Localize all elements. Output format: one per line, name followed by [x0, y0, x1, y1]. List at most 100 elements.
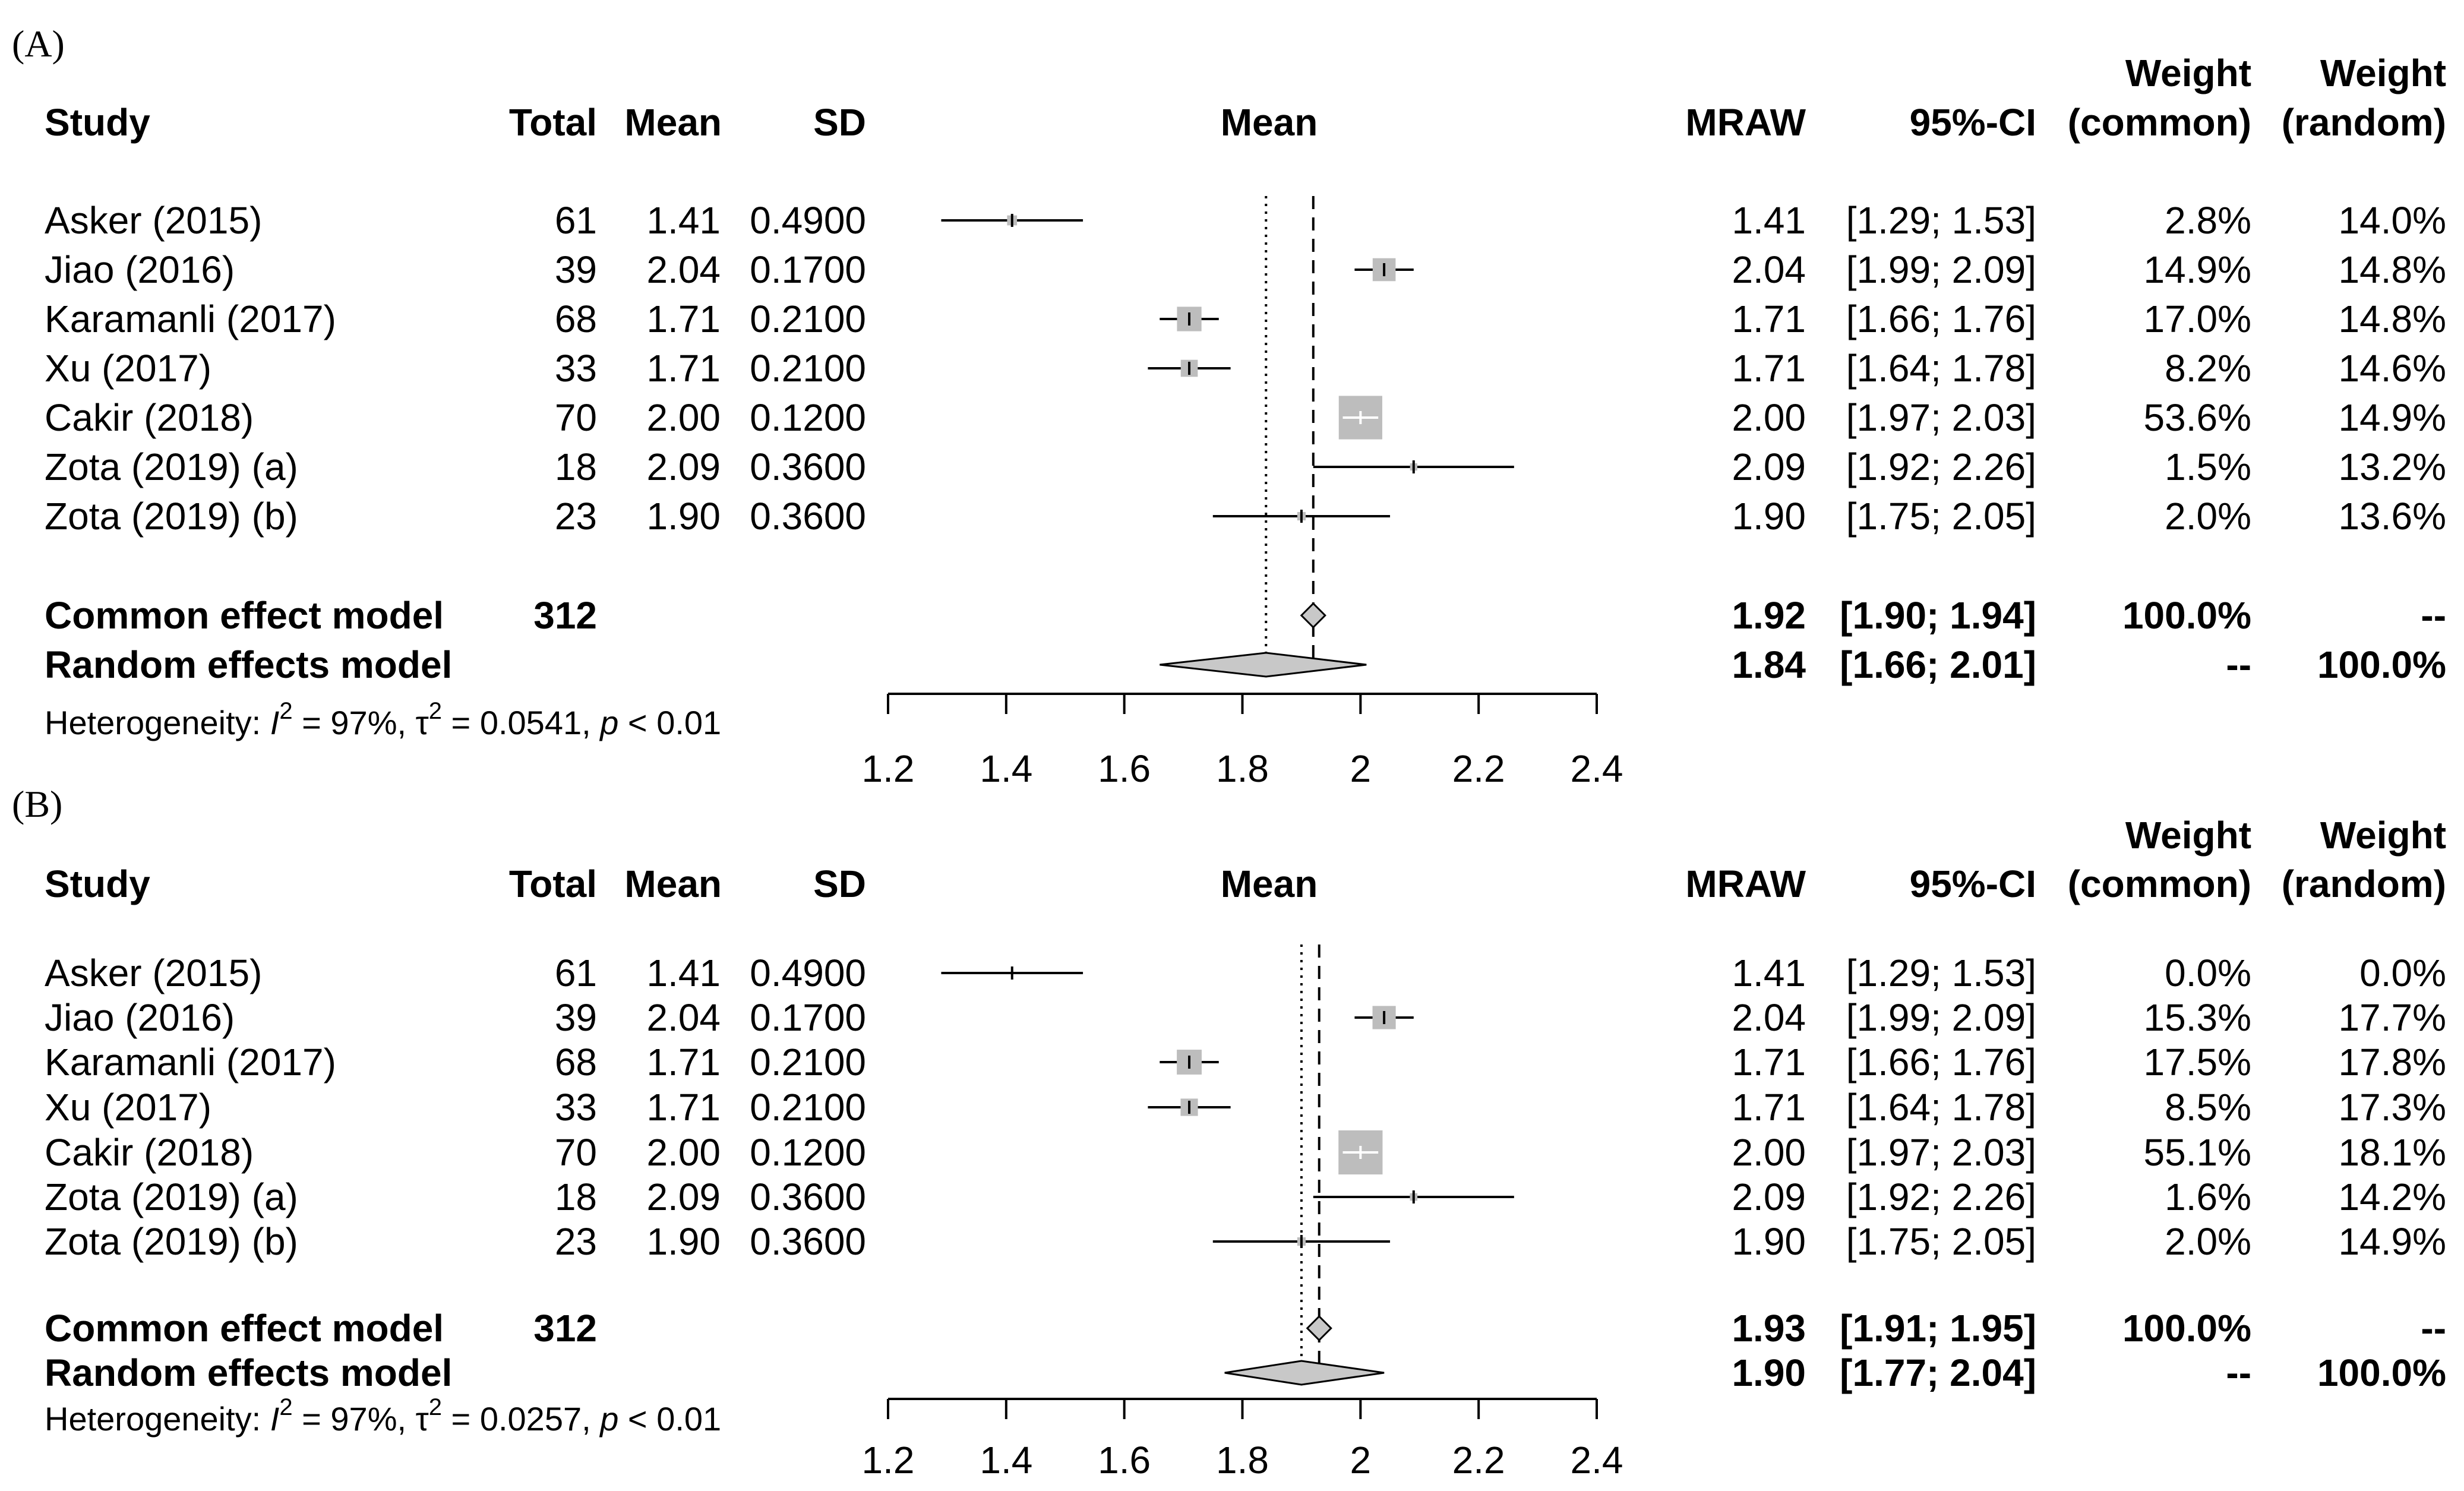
- header-mraw: MRAW: [1685, 863, 1806, 905]
- study-ci: [1.64; 1.78]: [1846, 347, 2036, 390]
- random-effects-weight-random: 100.0%: [2317, 1351, 2446, 1394]
- random-effects-weight-common: --: [2226, 1351, 2251, 1394]
- study-row: Jiao (2016) 39 2.04 0.1700 2.04 [1.99; 2.09] 1…: [45, 996, 2446, 1039]
- header-total: Total: [509, 101, 597, 144]
- study-name: Cakir (2018): [45, 1131, 254, 1174]
- heterogeneity-part: 2: [279, 1394, 292, 1420]
- header-ci: 95%-CI: [1910, 101, 2036, 144]
- study-weight-common: 0.0%: [2165, 952, 2251, 994]
- study-sd: 0.2100: [750, 347, 866, 390]
- study-sd: 0.1700: [750, 248, 866, 291]
- study-mean: 1.71: [646, 1041, 721, 1083]
- header-weight-common-sub: (common): [2068, 101, 2251, 144]
- study-total: 33: [555, 347, 597, 390]
- header-total: Total: [509, 863, 597, 905]
- header-weight-random: Weight: [2320, 814, 2446, 857]
- header-sd: SD: [813, 863, 866, 905]
- heterogeneity-part: = 97%,: [293, 1400, 416, 1438]
- study-weight-common: 15.3%: [2144, 996, 2251, 1039]
- study-weight-common: 17.0%: [2144, 298, 2251, 340]
- study-mraw: 2.00: [1732, 1131, 1806, 1174]
- study-sd: 0.4900: [750, 952, 866, 994]
- study-ci: [1.92; 2.26]: [1846, 1176, 2036, 1218]
- common-effect-row: Common effect model 312 1.93 [1.91; 1.95] 10…: [45, 1307, 2446, 1350]
- x-tick-label: 2.4: [1571, 747, 1623, 790]
- study-weight-random: 0.0%: [2359, 952, 2446, 994]
- x-axis: 1.2 1.4 1.6 1.8 2 2.2 2.4: [862, 1398, 1623, 1481]
- x-tick-label: 1.4: [980, 1439, 1032, 1481]
- study-weight-common: 8.2%: [2165, 347, 2251, 390]
- common-effect-weight-random: --: [2421, 1307, 2446, 1350]
- study-weight-random: 14.9%: [2339, 396, 2446, 439]
- x-tick-label: 1.6: [1098, 747, 1151, 790]
- study-sd: 0.2100: [750, 298, 866, 340]
- header-weight-common: Weight: [2125, 814, 2251, 857]
- study-weight-common: 2.8%: [2165, 199, 2251, 242]
- common-effect-row: Common effect model 312 1.92 [1.90; 1.94] 10…: [45, 594, 2446, 637]
- study-total: 18: [555, 1176, 597, 1218]
- study-row: Zota (2019) (b) 23 1.90 0.3600 1.90 [1.75; 2.…: [45, 1220, 2446, 1263]
- study-mean: 1.71: [646, 298, 721, 340]
- panel-label: (A): [12, 23, 65, 65]
- study-ci: [1.75; 2.05]: [1846, 495, 2036, 538]
- heterogeneity-text: Heterogeneity: I2 = 97%, τ2 = 0.0541, p …: [45, 698, 721, 741]
- study-weight-random: 17.3%: [2339, 1086, 2446, 1129]
- heterogeneity-part: 2: [429, 698, 442, 724]
- study-sd: 0.3600: [750, 1220, 866, 1263]
- study-row: Cakir (2018) 70 2.00 0.1200 2.00 [1.97; 2.03]…: [45, 1130, 2446, 1175]
- header-plot-mean: Mean: [1221, 101, 1318, 144]
- study-name: Zota (2019) (a): [45, 1176, 298, 1218]
- study-weight-common: 2.0%: [2165, 1220, 2251, 1263]
- header-weight-common-sub: (common): [2068, 863, 2251, 905]
- common-effect-weight-common: 100.0%: [2122, 1307, 2251, 1350]
- study-ci: [1.66; 1.76]: [1846, 1041, 2036, 1083]
- heterogeneity-part: 2: [429, 1394, 442, 1420]
- study-mean: 2.09: [646, 446, 721, 488]
- common-effect-ci: [1.91; 1.95]: [1840, 1307, 2036, 1350]
- header-ci: 95%-CI: [1910, 863, 2036, 905]
- heterogeneity-part: = 0.0257,: [442, 1400, 600, 1438]
- study-ci: [1.75; 2.05]: [1846, 1220, 2036, 1263]
- study-name: Xu (2017): [45, 1086, 211, 1129]
- common-effect-label: Common effect model: [45, 1307, 444, 1350]
- study-mraw: 1.71: [1732, 1086, 1806, 1129]
- common-effect-weight-common: 100.0%: [2122, 594, 2251, 637]
- study-total: 23: [555, 495, 597, 538]
- header-weight-common: Weight: [2125, 52, 2251, 94]
- random-effects-ci: [1.77; 2.04]: [1840, 1351, 2036, 1394]
- panel-label: (B): [12, 783, 62, 825]
- study-weight-random: 14.2%: [2339, 1176, 2446, 1218]
- x-tick-label: 1.2: [862, 1439, 915, 1481]
- heterogeneity-part: < 0.01: [618, 704, 721, 741]
- study-sd: 0.3600: [750, 495, 866, 538]
- random-effects-ci: [1.66; 2.01]: [1840, 643, 2036, 686]
- x-tick-label: 1.4: [980, 747, 1032, 790]
- study-ci: [1.66; 1.76]: [1846, 298, 2036, 340]
- study-weight-random: 14.0%: [2339, 199, 2446, 242]
- study-ci: [1.29; 1.53]: [1846, 952, 2036, 994]
- study-name: Asker (2015): [45, 952, 262, 994]
- x-tick-label: 1.8: [1216, 1439, 1269, 1481]
- random-effects-row: Random effects model 1.84 [1.66; 2.01] -- 10…: [45, 643, 2446, 686]
- heterogeneity-part: Heterogeneity:: [45, 704, 270, 741]
- study-total: 61: [555, 952, 597, 994]
- heterogeneity-part: 2: [279, 698, 292, 724]
- random-effects-mraw: 1.84: [1732, 643, 1806, 686]
- common-effect-diamond: [1300, 602, 1326, 629]
- study-mean: 2.00: [646, 396, 721, 439]
- study-total: 23: [555, 1220, 597, 1263]
- heterogeneity-part: Heterogeneity:: [45, 1400, 270, 1438]
- random-effects-weight-random: 100.0%: [2317, 643, 2446, 686]
- heterogeneity-text: Heterogeneity: I2 = 97%, τ2 = 0.0257, p …: [45, 1394, 721, 1438]
- study-ci: [1.99; 2.09]: [1846, 996, 2036, 1039]
- study-ci: [1.99; 2.09]: [1846, 248, 2036, 291]
- study-mraw: 1.71: [1732, 1041, 1806, 1083]
- study-mraw: 1.71: [1732, 347, 1806, 390]
- study-total: 39: [555, 996, 597, 1039]
- study-sd: 0.1200: [750, 396, 866, 439]
- study-weight-common: 55.1%: [2144, 1131, 2251, 1174]
- study-mean: 2.04: [646, 996, 721, 1039]
- header-mean: Mean: [624, 863, 722, 905]
- study-weight-random: 14.9%: [2339, 1220, 2446, 1263]
